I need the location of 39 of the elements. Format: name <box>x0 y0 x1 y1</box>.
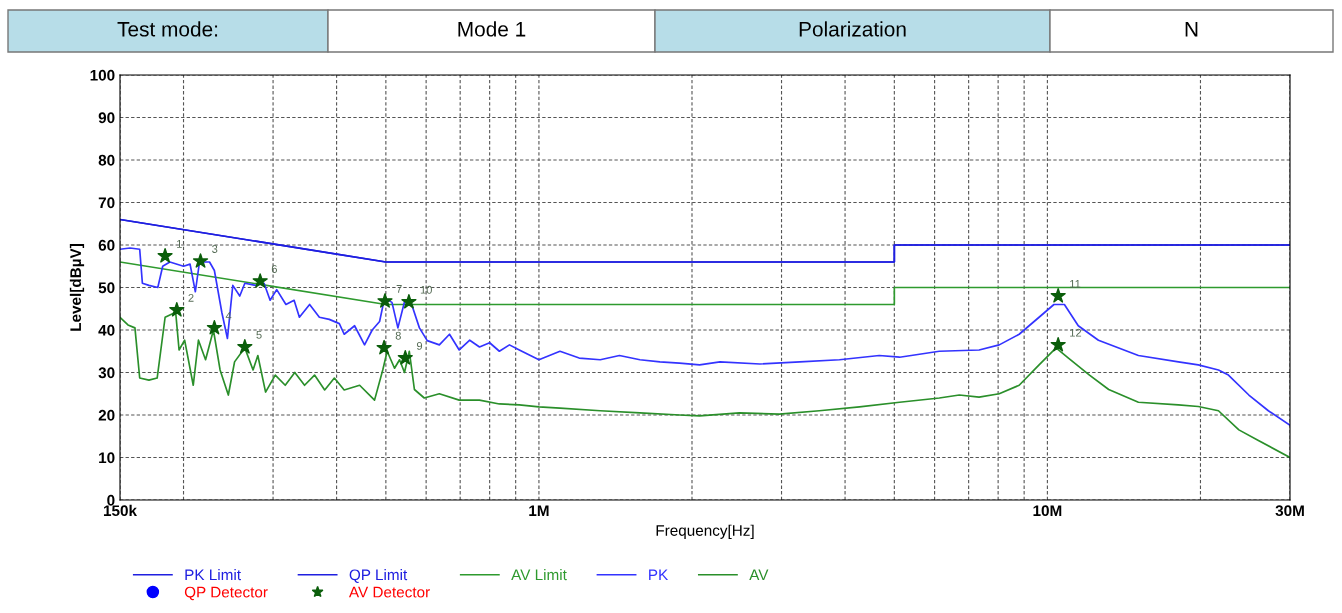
y-tick-label: 50 <box>98 282 115 294</box>
x-axis-title: Frequency[Hz] <box>656 524 754 539</box>
y-tick-label: 80 <box>98 154 115 166</box>
annotation: 10 <box>420 285 432 294</box>
y-tick-label: 100 <box>90 69 115 81</box>
y-tick-label: 0 <box>107 494 115 506</box>
y-tick-label: 90 <box>98 112 115 124</box>
text: Mode 1 <box>458 21 526 37</box>
y-tick-label: 60 <box>98 239 115 251</box>
y-tick-label: 70 <box>98 197 115 209</box>
annotation: 5 <box>256 331 262 339</box>
y-tick-label: 10 <box>99 452 115 464</box>
legend-label: QP Detector <box>184 586 268 601</box>
legend-label: QP Limit <box>349 569 408 583</box>
annotation: 12 <box>1070 328 1082 337</box>
legend-label: AV <box>749 569 769 581</box>
text: N <box>1185 22 1198 37</box>
x-tick-label: 30M <box>1275 505 1304 517</box>
x-tick-label: 10M <box>1033 505 1062 517</box>
legend-label: PK <box>649 569 669 581</box>
y-tick-label: 30 <box>98 367 115 379</box>
x-tick-label: 1M <box>529 505 549 516</box>
annotation: 11 <box>1070 280 1081 288</box>
text: Test mode: <box>117 21 218 37</box>
y-tick-label: 20 <box>98 409 115 421</box>
legend-label: AV Detector <box>348 586 430 598</box>
text: Polarization <box>799 21 906 37</box>
annotation: 9 <box>416 341 423 350</box>
legend-label: PK Limit <box>185 569 241 581</box>
y-tick-label: 40 <box>98 324 115 336</box>
legend-label: AV Limit <box>511 569 567 581</box>
annotation: 8 <box>395 331 401 340</box>
y-axis-title: Level[dBµV] <box>69 244 85 331</box>
annotation: 2 <box>188 293 194 302</box>
annotation: 7 <box>396 285 402 293</box>
annotation: 1 <box>177 240 182 248</box>
x-tick-label: 150k <box>103 504 138 517</box>
annotation: 3 <box>212 245 218 253</box>
annotation: 6 <box>271 265 277 273</box>
